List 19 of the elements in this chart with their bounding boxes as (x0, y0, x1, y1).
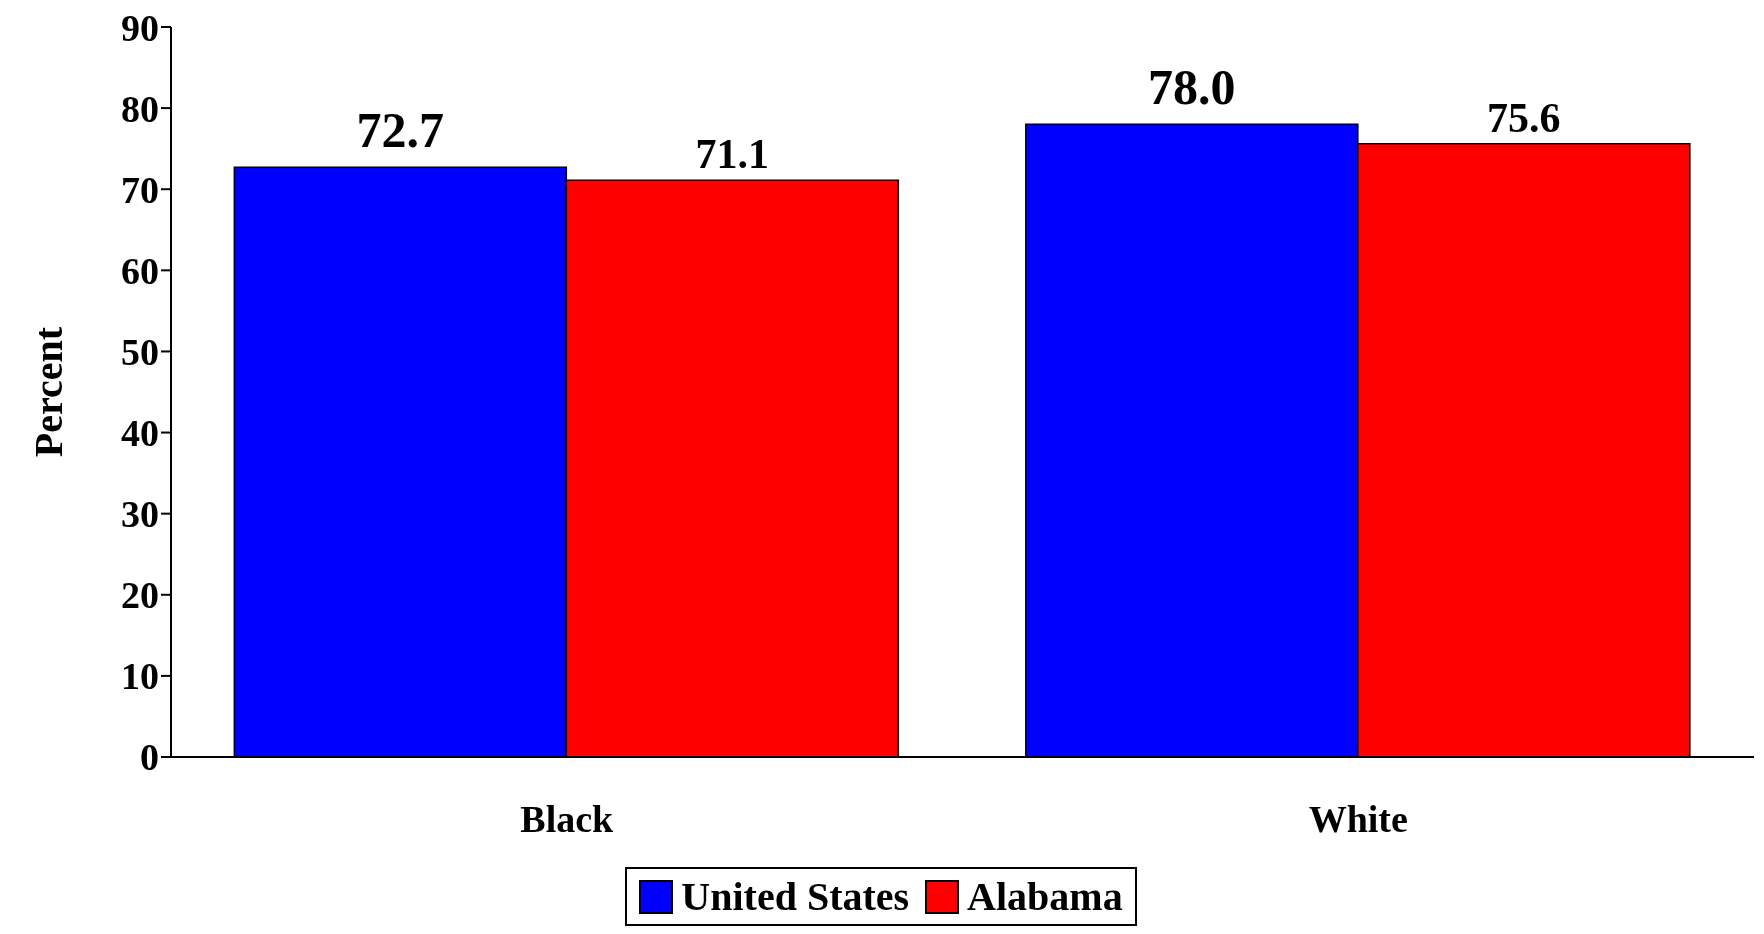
legend-label: United States (680, 873, 910, 920)
data-label: 71.1 (695, 131, 770, 178)
y-tick-label: 50 (121, 330, 159, 373)
data-label: 75.6 (1487, 94, 1561, 141)
x-tick-label: White (1308, 797, 1408, 840)
data-label: 78.0 (1148, 59, 1236, 116)
y-tick-label: 20 (121, 574, 159, 617)
x-tick-label: Black (520, 797, 615, 840)
y-axis-title: Percent (26, 326, 72, 458)
y-tick-label: 60 (121, 249, 159, 292)
y-tick-label: 10 (121, 655, 159, 698)
y-tick-label: 0 (140, 736, 159, 779)
y-tick-label: 70 (121, 168, 159, 211)
legend-label: Alabama (966, 873, 1123, 920)
data-label: 72.7 (356, 102, 445, 159)
y-tick-label: 90 (121, 6, 159, 49)
y-tick-label: 80 (121, 87, 159, 130)
y-tick-label: 40 (121, 412, 159, 455)
y-tick-label: 30 (121, 493, 159, 536)
